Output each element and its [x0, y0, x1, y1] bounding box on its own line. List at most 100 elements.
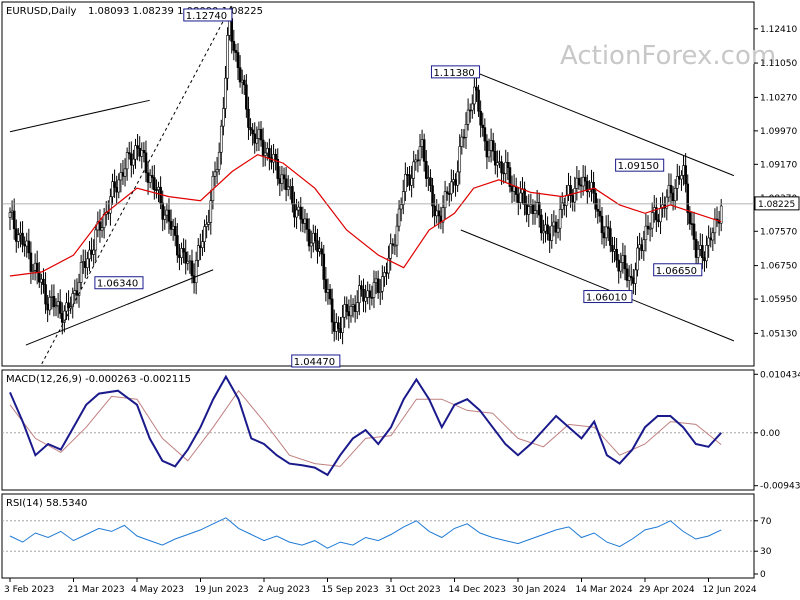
candle-body: [420, 139, 424, 147]
candle-body: [579, 184, 583, 187]
candle-body: [33, 262, 37, 271]
candle-body: [349, 305, 353, 317]
candle-body: [682, 165, 685, 176]
candle-body: [146, 172, 150, 183]
candle-body: [92, 249, 95, 255]
candle-body: [577, 177, 581, 186]
candle-body: [569, 185, 572, 196]
candle-body: [611, 245, 614, 252]
candle-body: [335, 322, 338, 332]
macd-panel-title: MACD(12,26,9) -0.000263 -0.002115: [6, 374, 191, 385]
candle-body: [678, 176, 681, 180]
candle-body: [504, 162, 508, 174]
candle-body: [496, 162, 499, 166]
price-y-tick-label: 1.07570: [760, 227, 797, 237]
candle-body: [73, 290, 77, 294]
candle-body: [675, 176, 679, 189]
candle-body: [169, 221, 173, 230]
candle-body: [625, 268, 629, 281]
price-label-box: [94, 276, 144, 290]
candle-body: [441, 207, 445, 223]
candle-body: [548, 233, 551, 241]
candle-body: [527, 206, 531, 215]
candle-body: [646, 225, 650, 230]
candle-body: [508, 167, 512, 187]
candle-body: [42, 278, 45, 285]
candle-body: [299, 206, 303, 220]
candle-body: [406, 174, 409, 176]
candle-body: [395, 225, 399, 246]
candle-body: [54, 305, 58, 308]
candle-body: [500, 161, 503, 174]
candle-body: [443, 191, 447, 209]
candle-body: [125, 152, 129, 170]
candle-body: [512, 186, 516, 192]
candle-body: [184, 251, 188, 264]
candle-body: [609, 228, 612, 246]
candle-body: [130, 153, 133, 166]
candle-body: [694, 239, 698, 258]
candle-body: [127, 152, 131, 155]
candle-body: [397, 208, 401, 227]
candle-body: [433, 205, 436, 217]
candle-body: [268, 148, 271, 159]
candle-body: [613, 248, 616, 252]
candle-body: [690, 223, 694, 225]
x-tick-label: 14 Dec 2023: [449, 585, 507, 595]
candle-body: [332, 321, 336, 332]
candle-body: [525, 204, 528, 215]
candle-body: [422, 139, 426, 162]
candle-body: [203, 226, 206, 242]
candle-body: [182, 248, 185, 253]
candle-body: [510, 186, 514, 192]
candle-body: [473, 86, 476, 105]
candle-body: [19, 232, 22, 236]
rsi-y-tick-label: 70: [760, 517, 772, 527]
candle-body: [272, 153, 275, 163]
candle-body: [161, 202, 164, 220]
candle-body: [238, 67, 242, 83]
candle-body: [680, 175, 683, 180]
candle-body: [56, 301, 60, 306]
candle-body: [567, 185, 570, 196]
candle-body: [113, 181, 116, 188]
candle-body: [153, 177, 156, 190]
candle-body: [485, 140, 489, 158]
candle-body: [696, 248, 700, 258]
candle-body: [665, 196, 669, 209]
candle-body: [37, 272, 41, 283]
candle-body: [69, 306, 72, 309]
candle-body: [427, 177, 430, 179]
price-y-tick-label: 1.05950: [760, 295, 797, 305]
candle-body: [261, 139, 265, 156]
trendline-3: [467, 68, 735, 177]
candle-body: [437, 210, 441, 217]
candle-body: [316, 240, 319, 252]
candle-body: [52, 296, 56, 308]
candle-body: [554, 221, 558, 233]
candle-body: [586, 180, 589, 193]
x-tick-label: 19 Jun 2023: [195, 585, 249, 595]
candle-body: [629, 275, 633, 279]
candle-body: [79, 262, 83, 283]
candle-body: [657, 219, 660, 223]
candle-body: [642, 239, 646, 251]
rsi-y-tick-label: 0: [760, 570, 766, 580]
candle-body: [40, 278, 43, 283]
candle-body: [75, 290, 79, 296]
candle-body: [274, 153, 277, 160]
candle-body: [328, 289, 332, 300]
candle-body: [60, 313, 64, 323]
x-tick-label: 3 Feb 2023: [4, 585, 54, 595]
price-panel-frame: [1, 1, 755, 367]
x-tick-label: 31 Oct 2023: [385, 585, 441, 595]
candle-body: [671, 192, 675, 202]
candle-body: [307, 229, 311, 247]
candle-body: [119, 172, 123, 181]
candle-body: [418, 146, 422, 161]
candle-body: [259, 129, 263, 141]
candle-body: [393, 244, 397, 247]
candle-body: [132, 158, 135, 166]
candle-body: [368, 290, 372, 298]
candle-body: [291, 186, 294, 205]
